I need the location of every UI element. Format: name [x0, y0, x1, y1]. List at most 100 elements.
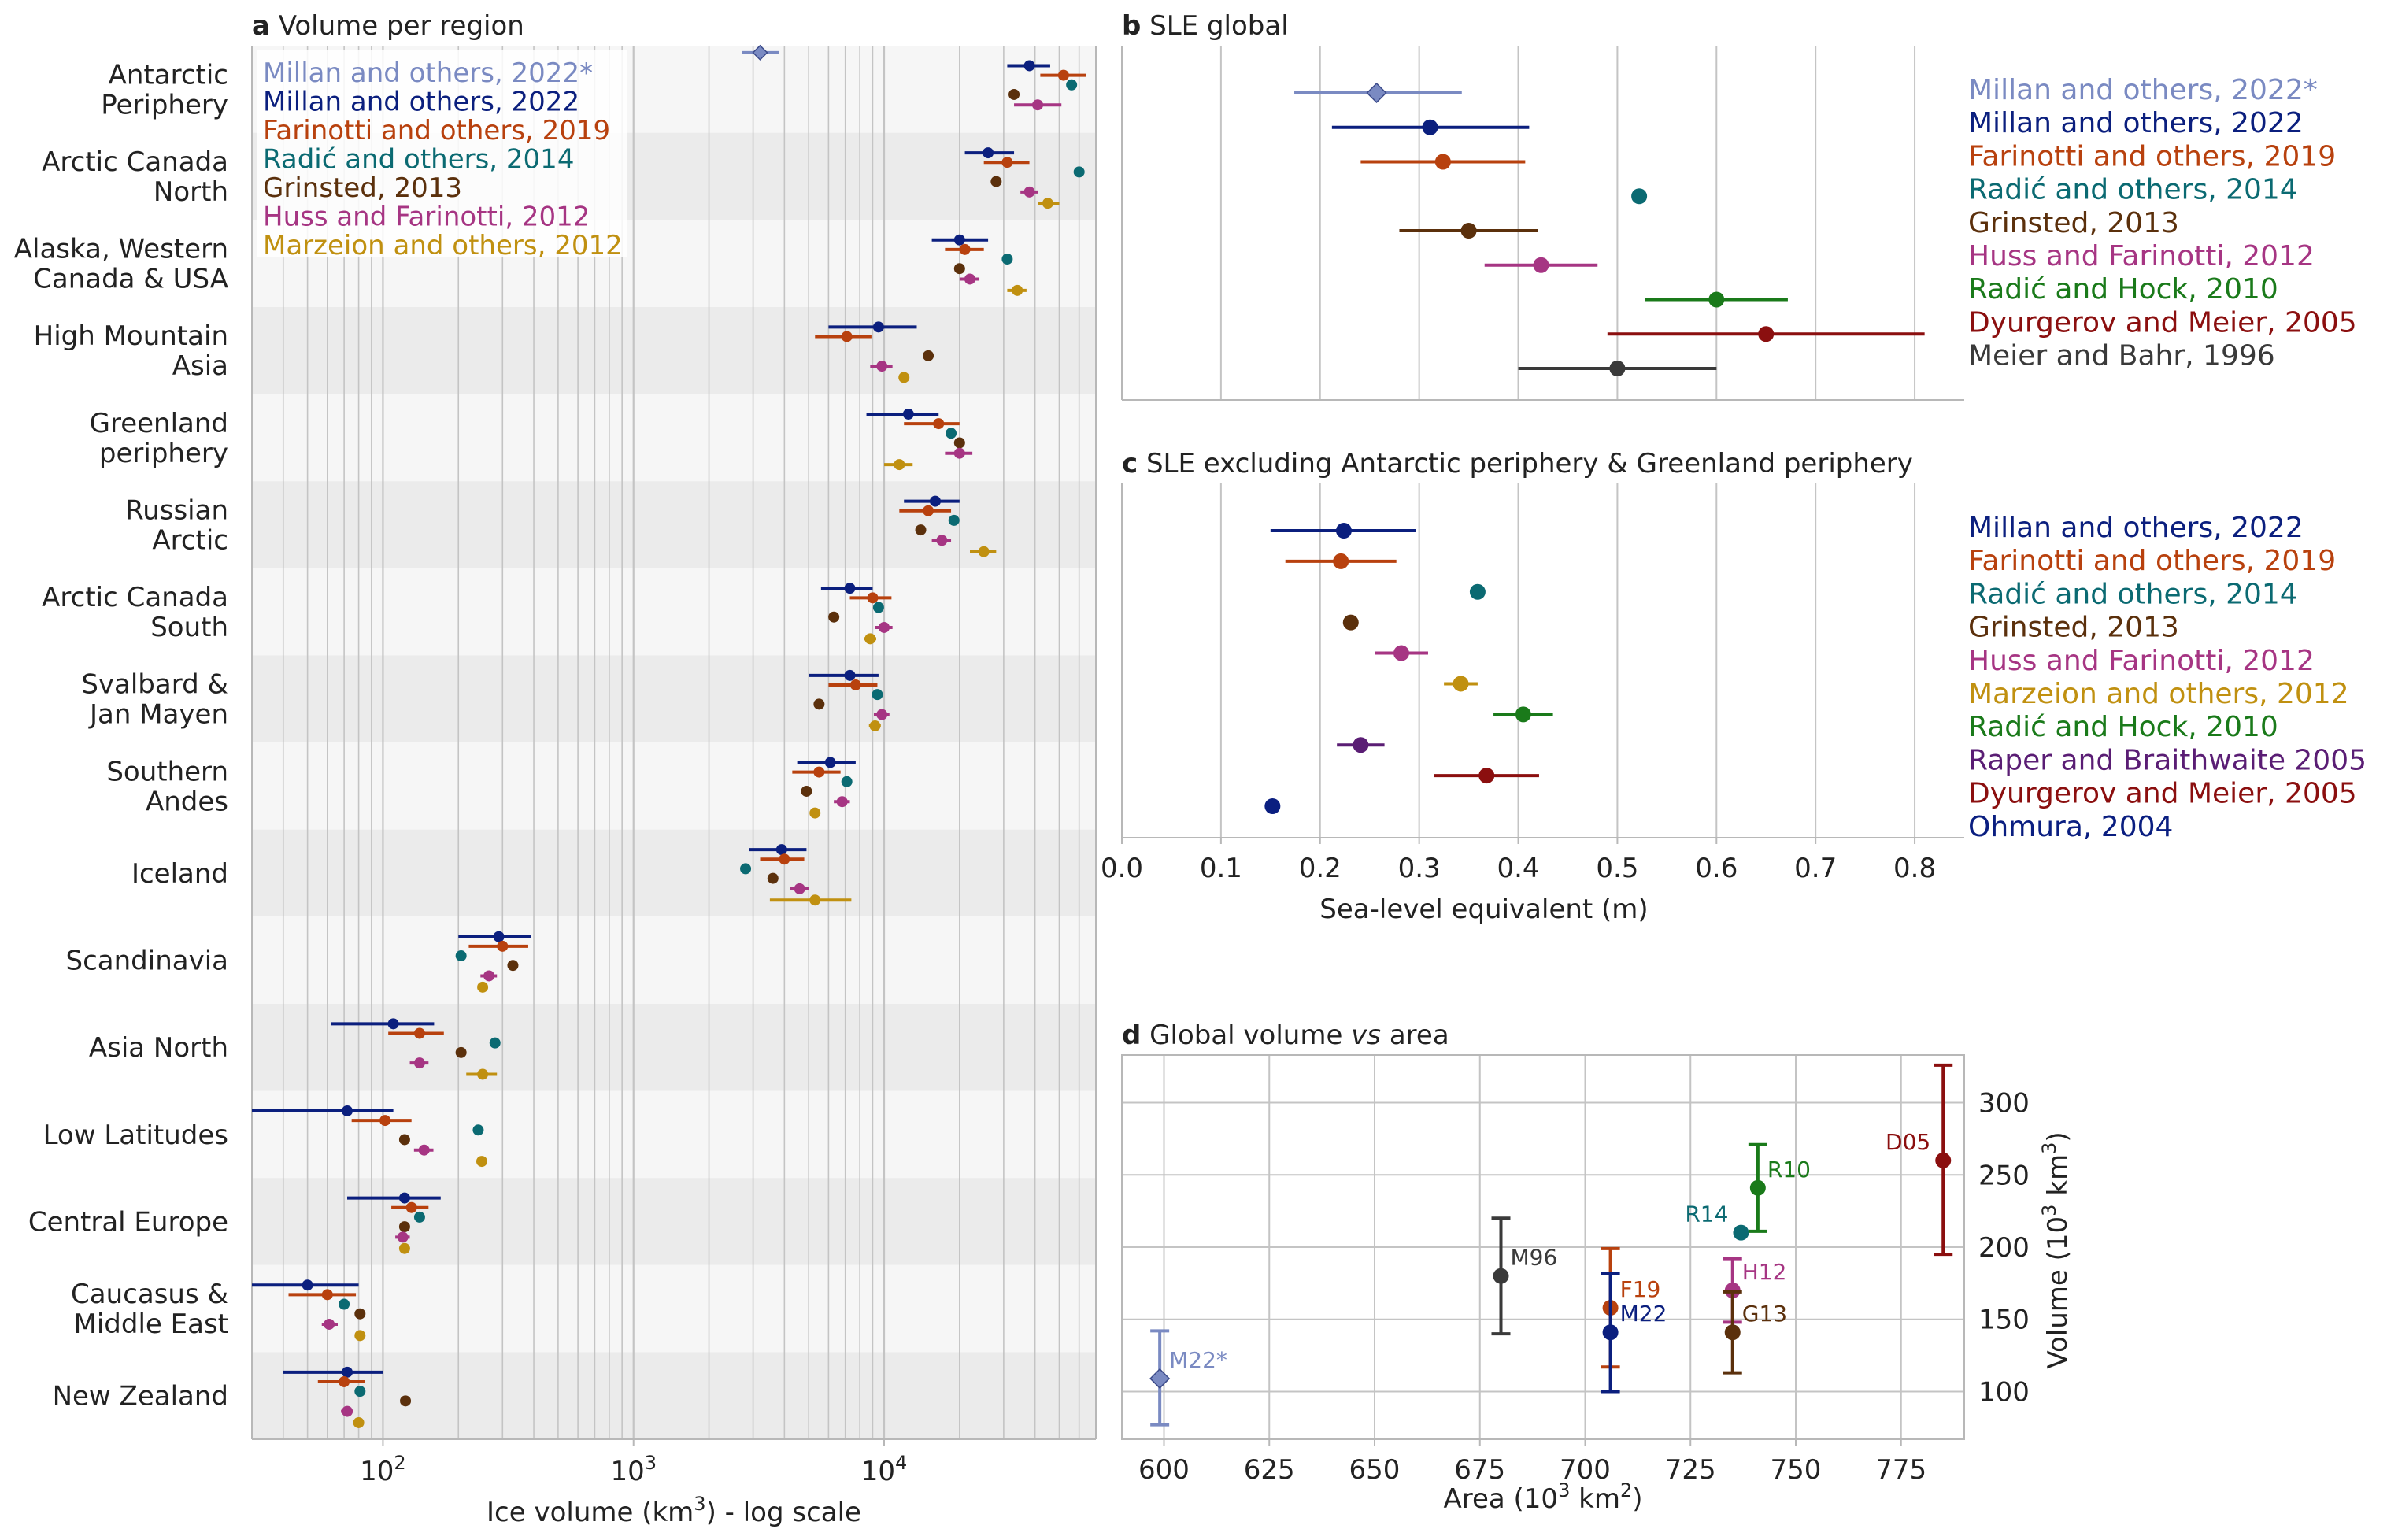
- data-point: [813, 698, 825, 710]
- xlabel-sup: 3: [694, 1493, 705, 1515]
- panel-title-text: SLE global: [1141, 10, 1288, 42]
- region-band: [252, 655, 1096, 742]
- region-label-line: Southern: [106, 756, 228, 787]
- panel-title: d Global volume vs area: [1122, 1020, 1449, 1051]
- data-point: [990, 176, 1002, 187]
- region-label-line: Alaska, Western: [14, 234, 228, 265]
- x-tick-label: 0.3: [1398, 853, 1441, 884]
- point-label: D05: [1886, 1129, 1930, 1155]
- data-point: [844, 583, 856, 594]
- x-tick-label: 104: [861, 1452, 908, 1487]
- y-tick-label: 300: [1978, 1088, 2030, 1120]
- xlabel-part: ): [1632, 1483, 1642, 1515]
- data-point: [933, 418, 945, 430]
- region-label-line: South: [150, 612, 228, 643]
- xlabel-part: Ice volume (km: [487, 1497, 694, 1528]
- data-point: [302, 1279, 313, 1291]
- x-tick-label: 600: [1138, 1454, 1190, 1486]
- data-point: [844, 669, 856, 681]
- data-point: [1032, 99, 1044, 111]
- region-label-line: Asia: [172, 350, 228, 382]
- ylabel-part: ): [2042, 1131, 2074, 1142]
- data-point: [339, 1375, 350, 1387]
- region-label: Greenland periphery: [90, 408, 228, 469]
- data-point: [400, 1395, 412, 1407]
- data-point: [1149, 1368, 1171, 1390]
- data-point: [946, 428, 957, 439]
- legend-entry: Radić and others, 2014: [1968, 174, 2298, 206]
- point-label: M96: [1511, 1245, 1558, 1271]
- legend-entry: Huss and Farinotti, 2012: [263, 202, 590, 233]
- panel-b-sle-global: Millan and others, 2022*Millan and other…: [1121, 10, 2357, 401]
- y-tick-label: 150: [1978, 1305, 2030, 1336]
- region-band: [252, 394, 1096, 482]
- panel-letter: a: [252, 10, 270, 42]
- region-label-line: Low Latitudes: [43, 1120, 228, 1151]
- panel-title: b SLE global: [1122, 10, 1289, 42]
- data-point: [1469, 583, 1486, 600]
- data-point: [379, 1115, 391, 1127]
- x-tick-label: 0.5: [1596, 853, 1638, 884]
- data-point: [413, 1027, 425, 1039]
- data-point: [953, 437, 965, 449]
- y-tick-label: 200: [1978, 1232, 2030, 1264]
- data-point: [398, 1192, 410, 1204]
- region-band: [252, 1352, 1096, 1439]
- data-point: [1057, 69, 1069, 81]
- data-point: [1493, 1268, 1509, 1284]
- panel-title: c SLE excluding Antarctic periphery & Gr…: [1122, 448, 1913, 479]
- point-label: R14: [1685, 1201, 1728, 1227]
- x-axis-label: Sea-level equivalent (m): [1319, 894, 1648, 925]
- data-point: [342, 1366, 353, 1378]
- legend-entry: Radić and Hock, 2010: [1968, 711, 2278, 743]
- region-label: Southern Andes: [106, 756, 228, 817]
- region-label: Arctic Canada South: [42, 582, 228, 643]
- region-label-line: North: [154, 176, 228, 208]
- data-point: [801, 785, 812, 797]
- data-point: [767, 872, 779, 884]
- data-point: [1333, 553, 1349, 569]
- data-point: [324, 1318, 335, 1330]
- point-label: M22: [1620, 1301, 1667, 1327]
- data-point: [794, 883, 805, 894]
- data-point: [1073, 166, 1085, 178]
- x-tick-label: 750: [1771, 1454, 1822, 1486]
- legend-entry: Farinotti and others, 2019: [263, 115, 610, 146]
- tick-exponent: 2: [394, 1452, 405, 1474]
- region-label-line: Asia North: [89, 1032, 228, 1064]
- region-band: [252, 742, 1096, 830]
- legend-entry: Radić and others, 2014: [1968, 578, 2298, 610]
- data-point: [1749, 1179, 1766, 1196]
- data-point: [813, 766, 825, 778]
- data-point: [1042, 198, 1053, 209]
- data-point: [809, 807, 821, 819]
- legend-entry: Huss and Farinotti, 2012: [1968, 645, 2315, 677]
- panel-title-text: area: [1381, 1020, 1449, 1051]
- x-tick-label: 725: [1665, 1454, 1716, 1486]
- data-point: [1708, 291, 1725, 308]
- data-point: [1023, 60, 1035, 72]
- data-point: [342, 1105, 353, 1116]
- data-point: [1935, 1152, 1952, 1168]
- region-label-line: Iceland: [131, 858, 228, 890]
- region-label-line: Canada & USA: [33, 264, 228, 295]
- data-point: [869, 720, 881, 731]
- data-point: [321, 1289, 333, 1301]
- data-point: [483, 970, 495, 982]
- region-label: Russian Arctic: [125, 494, 228, 556]
- legend-entry: Radić and Hock, 2010: [1968, 273, 2278, 305]
- x-tick-label: 0.7: [1794, 853, 1837, 884]
- region-label: Iceland: [131, 858, 228, 890]
- point-label: G13: [1742, 1301, 1787, 1327]
- region-band: [252, 568, 1096, 656]
- data-point: [413, 1211, 425, 1223]
- region-label: Caucasus & Middle East: [71, 1279, 228, 1340]
- data-point: [477, 981, 489, 993]
- data-point: [342, 1405, 353, 1417]
- plot-frame: [1121, 1054, 1965, 1440]
- region-band: [252, 1090, 1096, 1179]
- tick-base: 10: [610, 1456, 644, 1487]
- data-point: [1724, 1324, 1741, 1341]
